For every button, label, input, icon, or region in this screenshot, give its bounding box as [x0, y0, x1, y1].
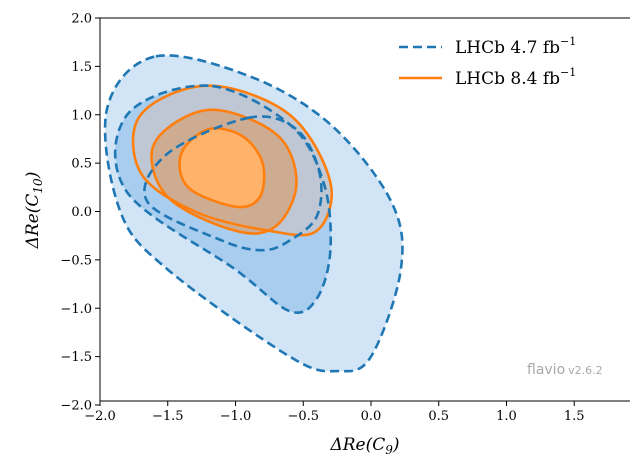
contour-lhcb-8-4-3sigma	[131, 84, 333, 237]
x-tick-label: 1.0	[496, 409, 517, 424]
contour-lhcb-4-7-1sigma	[143, 115, 323, 252]
legend: LHCb 4.7 fb−1 LHCb 8.4 fb−1	[399, 35, 576, 89]
x-tick-label: −1.5	[152, 409, 184, 424]
y-tick-label: −1.0	[60, 302, 92, 317]
x-axis-ticks: −2.0−1.5−1.0−0.50.00.51.01.52.	[84, 401, 585, 424]
flavio-watermark: flavio v2.6.2	[527, 362, 603, 378]
y-tick-label: −2.0	[60, 399, 92, 414]
y-tick-label: 1.0	[71, 108, 92, 123]
y-axis-label: ΔRe(C10)	[23, 172, 45, 250]
region-lhcb-8-4-1sigma	[179, 128, 265, 208]
y-tick-label: 0.5	[71, 157, 92, 172]
contour-lhcb-8-4-2sigma	[150, 108, 298, 235]
x-tick-label: 1.5	[564, 409, 585, 424]
legend-label-lhcb-4-7: LHCb 4.7 fb−1	[455, 35, 576, 58]
x-tick-label: −1.0	[220, 409, 252, 424]
y-tick-label: −0.5	[60, 253, 92, 268]
y-tick-label: 0.0	[71, 205, 92, 220]
y-tick-label: 2.0	[71, 12, 92, 27]
x-tick-label: −0.5	[287, 409, 319, 424]
x-tick-label: −2.0	[84, 409, 116, 424]
x-axis-label: ΔRe(C9)	[329, 435, 399, 457]
contour-regions	[103, 54, 404, 373]
contour-lhcb-4-7-2sigma	[113, 84, 333, 314]
y-tick-label: 1.5	[71, 60, 92, 75]
x-tick-label: 0.5	[428, 409, 449, 424]
contour-lhcb-8-4-1sigma	[178, 127, 266, 209]
y-tick-label: −1.5	[60, 350, 92, 365]
legend-label-lhcb-8-4: LHCb 8.4 fb−1	[455, 66, 576, 89]
y-axis-ticks: 2.0 1.5 1.0 0.5 0.0 −0.5 −1.0 −1.5 −2.0	[60, 12, 100, 414]
x-tick-label: 0.0	[361, 409, 382, 424]
